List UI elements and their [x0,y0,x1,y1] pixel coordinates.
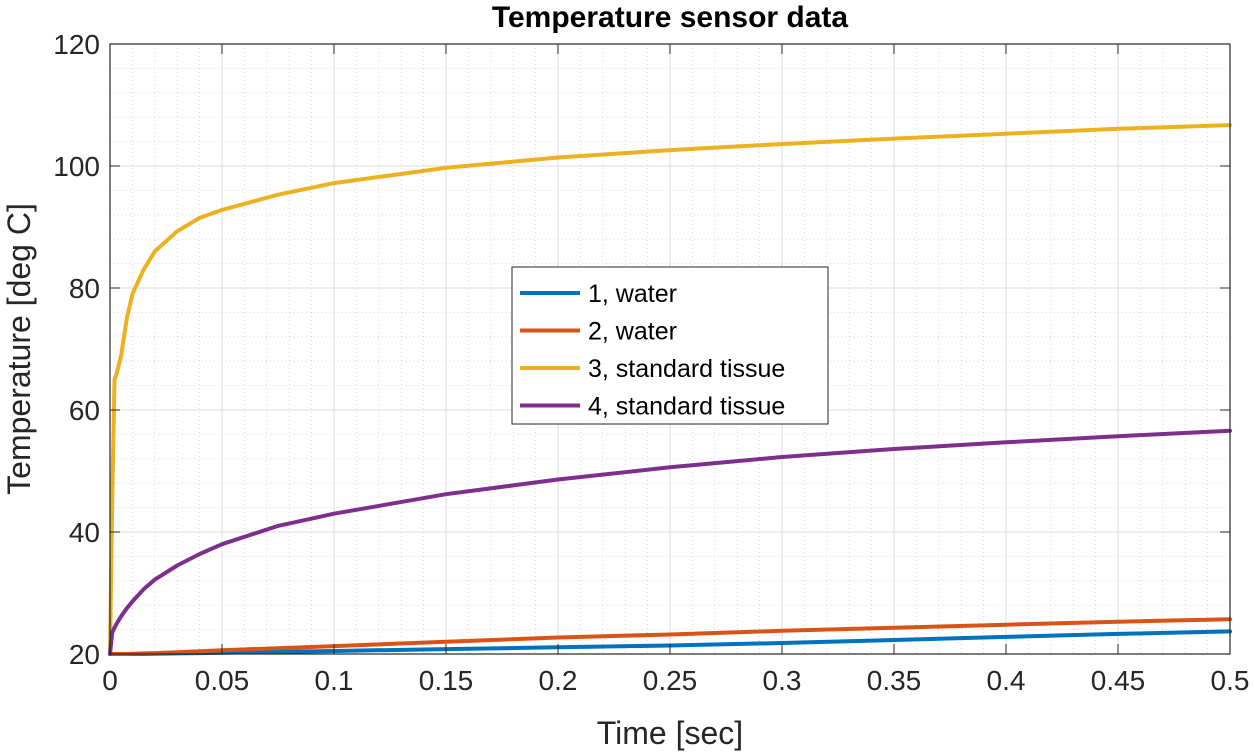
x-tick-label: 0.5 [1211,665,1250,696]
x-tick-label: 0.35 [867,665,922,696]
legend-label: 4, standard tissue [588,393,785,421]
legend-label: 3, standard tissue [588,355,785,383]
y-tick-label: 20 [69,639,100,670]
y-tick-labels: 20 40 60 80 100 120 [53,29,100,670]
series-line-4 [108,428,1232,656]
x-tick-label: 0.05 [195,665,250,696]
legend-label: 1, water [588,280,677,308]
series-line-3 [108,123,1232,656]
x-tick-label: 0.2 [539,665,578,696]
x-tick-label: 0.45 [1091,665,1146,696]
x-tick-labels: 0 0.05 0.1 0.15 0.2 0.25 0.3 0.35 0.4 0.45 0.5 [102,665,1249,696]
axis-ticks [109,43,1231,655]
legend: 1, water 2, water 3, standard tissue 4, sta… [511,266,829,425]
x-tick-label: 0.4 [987,665,1026,696]
y-axis-label: Temperature [deg C] [1,203,37,495]
chart-title: Temperature sensor data [492,1,849,34]
y-tick-label: 60 [69,395,100,426]
x-tick-label: 0 [102,665,118,696]
y-tick-label: 80 [69,273,100,304]
y-tick-label: 120 [53,29,100,60]
x-tick-label: 0.25 [643,665,698,696]
y-tick-label: 100 [53,151,100,182]
legend-label: 2, water [588,318,677,346]
x-tick-label: 0.1 [315,665,354,696]
x-axis-label: Time [sec] [597,715,743,751]
x-tick-label: 0.15 [419,665,474,696]
y-tick-label: 40 [69,517,100,548]
x-tick-label: 0.3 [763,665,802,696]
